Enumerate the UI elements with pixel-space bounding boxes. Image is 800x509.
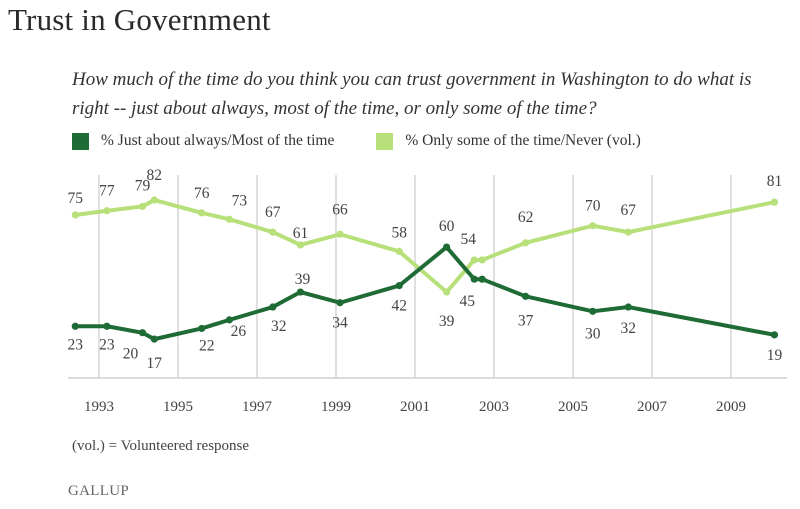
data-point [770,331,779,339]
data-label: 62 [518,209,534,226]
x-tick-label: 1997 [242,399,273,415]
data-point [225,316,233,324]
series-line [75,245,775,342]
data-label: 75 [68,190,84,207]
data-label: 20 [123,346,139,363]
data-label: 42 [391,298,407,315]
data-label: 73 [232,192,248,209]
data-point [522,292,530,300]
data-label: 37 [518,312,534,329]
x-tick-label: 2001 [400,399,430,415]
data-label: 39 [295,271,311,288]
data-point [71,322,79,330]
data-point [624,228,632,236]
data-point [624,303,632,311]
data-label: 67 [265,204,281,221]
x-tick-label: 2003 [479,399,509,415]
legend-label-distrust: % Only some of the time/Never (vol.) [405,132,641,149]
data-point [395,247,403,255]
series-distrust [71,196,779,296]
data-label: 79 [135,177,151,194]
x-tick-label: 1993 [84,399,114,415]
data-label: 17 [147,355,163,372]
data-label: 26 [231,323,247,340]
series-lines [71,196,779,343]
x-tick-label: 1995 [163,399,193,415]
data-label: 32 [271,318,287,335]
data-point [150,335,158,343]
legend: % Just about always/Most of the time % O… [72,132,675,150]
data-label: 66 [332,201,348,218]
data-label: 54 [461,231,477,248]
data-point [296,241,305,249]
data-point [589,307,597,315]
legend-label-trust: % Just about always/Most of the time [101,132,335,149]
data-point [296,288,305,296]
data-label: 23 [68,336,84,353]
legend-item-distrust: % Only some of the time/Never (vol.) [376,132,641,150]
x-tick-label: 2007 [637,399,668,415]
data-label: 67 [621,202,637,219]
data-label: 76 [194,185,210,202]
data-point [395,282,403,290]
data-label: 34 [332,315,348,332]
data-label: 23 [99,336,115,353]
data-point [269,228,277,236]
data-label: 45 [460,293,476,310]
data-label: 30 [585,325,601,342]
data-point [589,222,597,230]
data-point [150,196,158,204]
data-point [71,211,79,219]
brand-logo: GALLUP [68,483,129,499]
data-point [103,322,111,330]
x-tick-label: 1999 [321,399,351,415]
data-label: 77 [99,183,115,200]
data-label: 61 [293,225,309,242]
data-point [336,299,344,307]
legend-item-trust: % Just about always/Most of the time [72,132,334,150]
legend-swatch-light [376,132,394,150]
legend-swatch-dark [72,132,89,150]
chart-title: Trust in Government [8,2,271,37]
data-point [478,256,486,264]
chart-subtitle: How much of the time do you think you ca… [72,69,752,119]
data-point [198,209,206,217]
x-axis-ticks: 1993 1995 1997 1999 2001 2003 2005 2007 2009 [84,399,746,415]
data-label: 39 [439,313,455,330]
data-label: 19 [767,347,783,364]
data-point [478,275,486,283]
data-label: 32 [621,320,637,337]
data-point [103,207,111,215]
data-label: 60 [439,218,455,235]
data-point [138,202,147,211]
x-tick-label: 2005 [558,399,588,415]
data-label: 82 [147,167,163,184]
data-point [336,230,344,238]
series-trust [71,243,779,343]
data-point [198,324,206,333]
data-point [770,198,779,206]
data-point [522,239,530,247]
data-point [470,256,478,264]
data-label: 58 [391,224,407,241]
data-point [269,303,277,311]
footnote: (vol.) = Volunteered response [72,438,250,454]
series-line [75,198,775,295]
data-point [225,215,233,223]
data-point [138,329,147,337]
x-tick-label: 2009 [716,399,746,415]
grid [68,175,787,379]
data-point [443,243,451,251]
data-label: 70 [585,198,601,215]
data-point [470,275,478,283]
data-label: 22 [199,337,215,354]
data-label: 81 [767,173,783,190]
data-point [443,288,451,296]
